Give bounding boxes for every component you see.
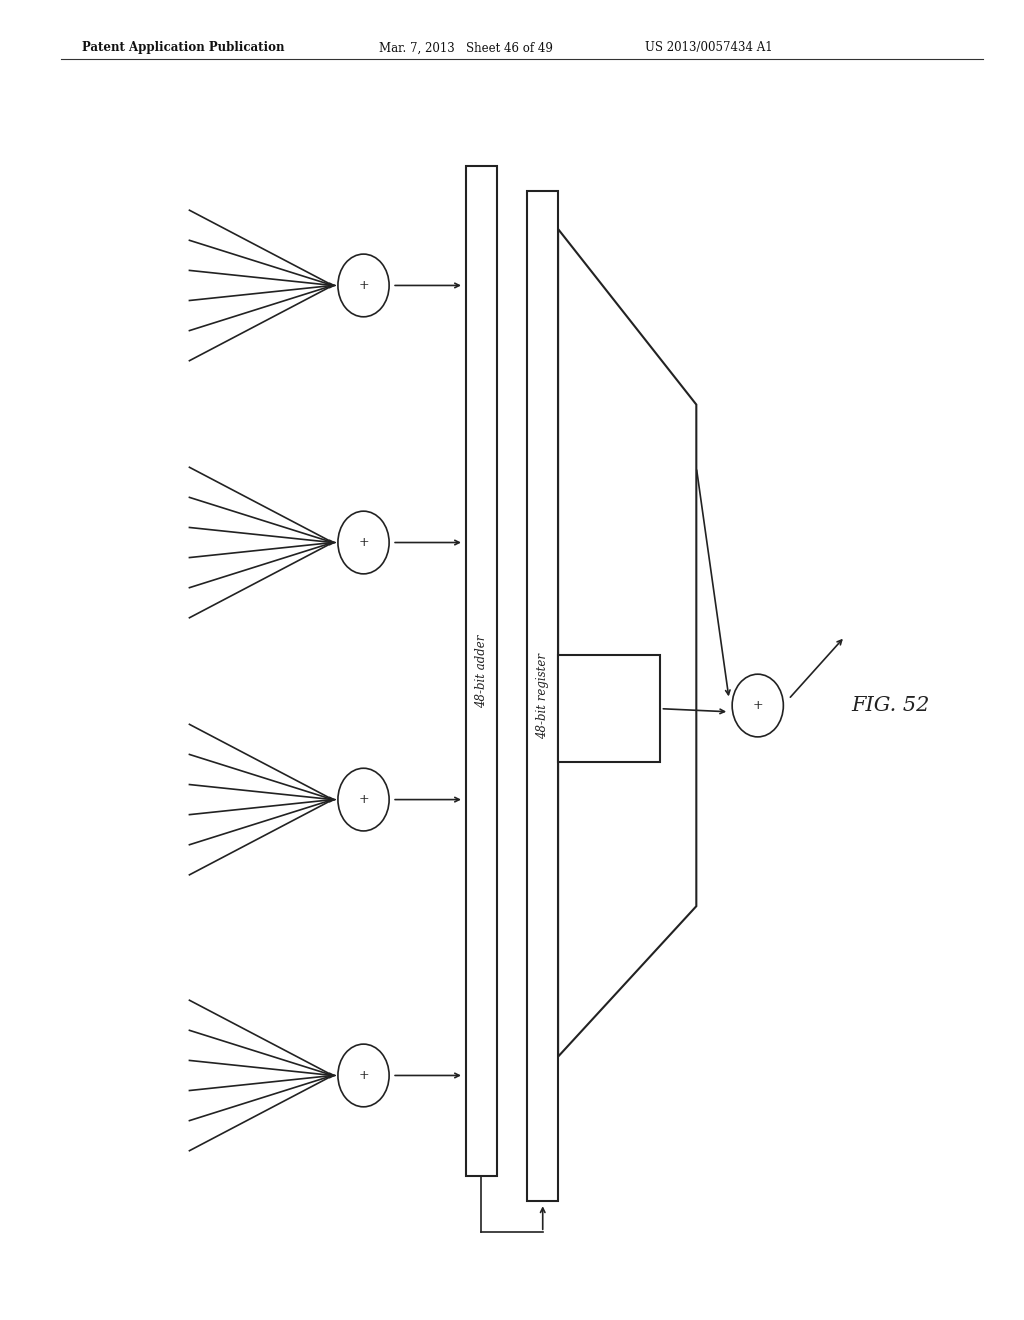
Circle shape xyxy=(338,768,389,832)
Text: Patent Application Publication: Patent Application Publication xyxy=(82,41,285,54)
Circle shape xyxy=(732,675,783,737)
Text: +: + xyxy=(753,700,763,711)
Text: 48-bit adder: 48-bit adder xyxy=(475,635,487,708)
Text: +: + xyxy=(358,1069,369,1082)
Bar xyxy=(466,166,497,1176)
Circle shape xyxy=(338,255,389,317)
Circle shape xyxy=(338,511,389,574)
Bar xyxy=(558,656,660,762)
Circle shape xyxy=(338,1044,389,1106)
Bar xyxy=(527,191,558,1201)
Polygon shape xyxy=(558,230,696,1056)
Text: +: + xyxy=(358,536,369,549)
Text: FIG. 52: FIG. 52 xyxy=(852,696,930,715)
Text: +: + xyxy=(358,793,369,807)
Text: US 2013/0057434 A1: US 2013/0057434 A1 xyxy=(645,41,773,54)
Text: Mar. 7, 2013   Sheet 46 of 49: Mar. 7, 2013 Sheet 46 of 49 xyxy=(379,41,553,54)
Text: 48-bit register: 48-bit register xyxy=(537,653,549,739)
Text: +: + xyxy=(358,279,369,292)
